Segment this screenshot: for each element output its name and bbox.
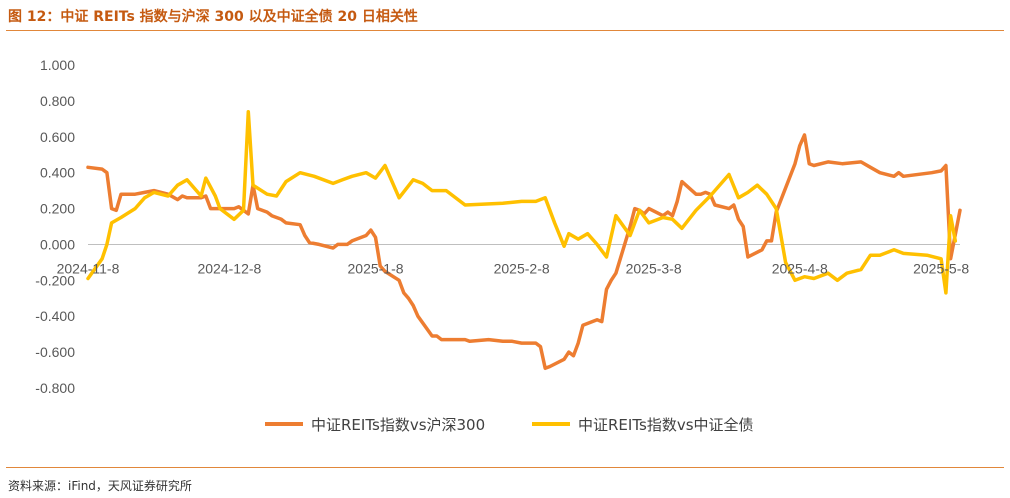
x-tick-label: 2025-2-8 (494, 260, 550, 276)
y-tick-label: 0.800 (40, 93, 75, 109)
x-tick-label: 2024-11-8 (57, 260, 120, 276)
legend: 中证REITs指数vs沪深300 中证REITs指数vs中证全债 (265, 416, 754, 434)
y-tick-label: -0.200 (35, 272, 75, 288)
y-tick-label: -0.600 (35, 344, 75, 360)
series-layer (86, 109, 962, 371)
y-tick-label: -0.400 (35, 308, 75, 324)
legend-label-1: 中证REITs指数vs沪深300 (311, 416, 485, 434)
y-axis-tick-labels: 1.000 0.800 0.600 0.400 0.200 0.000 -0.200 -0.4… (35, 57, 75, 396)
top-divider (6, 30, 1004, 31)
x-axis-tick-labels: 2024-11-8 2024-12-8 2025-1-8 2025-2-8 2025-3… (57, 260, 970, 276)
x-tick-label: 2025-3-8 (626, 260, 682, 276)
y-tick-label: -0.800 (35, 380, 75, 396)
x-tick-label: 2025-1-8 (348, 260, 404, 276)
source-note: 资料来源：iFind，天风证券研究所 (8, 479, 192, 493)
correlation-line-chart: 1.000 0.800 0.600 0.400 0.200 0.000 -0.200 -0.4… (35, 57, 970, 434)
y-tick-label: 0.200 (40, 201, 75, 217)
chart-title: 图 12：中证 REITs 指数与沪深 300 以及中证全债 20 日相关性 (8, 9, 418, 25)
legend-label-2: 中证REITs指数vs中证全债 (578, 416, 754, 434)
series-line-2 (86, 109, 958, 295)
bottom-divider (6, 467, 1004, 468)
series-line-1 (86, 133, 962, 371)
y-tick-label: 0.000 (40, 236, 75, 252)
x-tick-label: 2025-5-8 (913, 260, 969, 276)
x-tick-label: 2025-4-8 (772, 260, 828, 276)
x-tick-label: 2024-12-8 (197, 260, 261, 276)
y-tick-label: 0.400 (40, 165, 75, 181)
y-tick-label: 0.600 (40, 129, 75, 145)
y-tick-label: 1.000 (40, 57, 75, 73)
